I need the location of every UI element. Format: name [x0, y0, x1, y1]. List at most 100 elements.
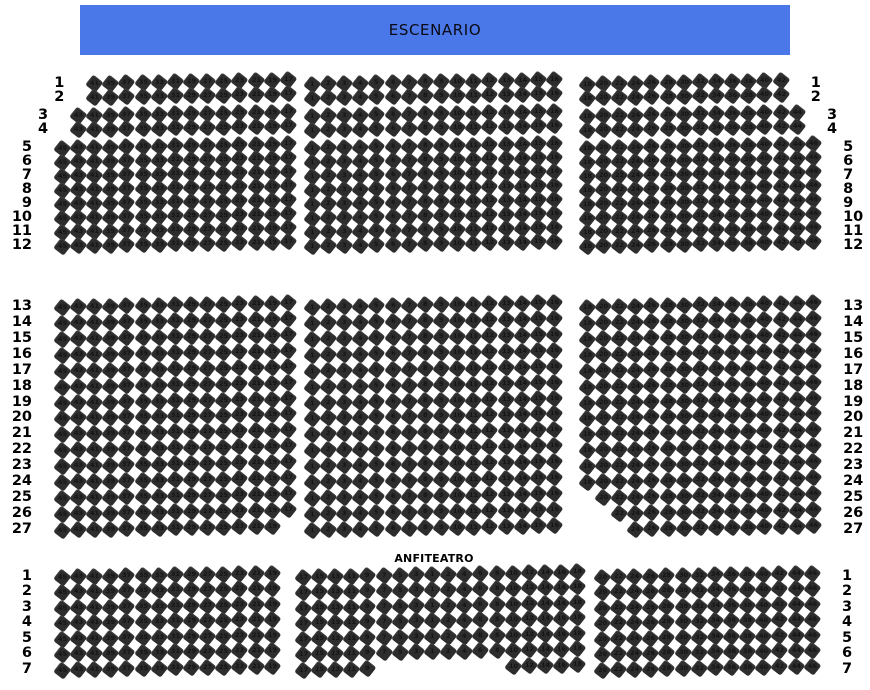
seat[interactable]: 43: [69, 345, 87, 364]
seat[interactable]: 46: [804, 484, 822, 503]
seat[interactable]: 21: [247, 579, 265, 597]
seat[interactable]: 16: [545, 468, 564, 486]
seat[interactable]: 34: [707, 422, 725, 441]
seat[interactable]: 42: [772, 117, 790, 135]
seat[interactable]: 26: [642, 360, 661, 379]
seat[interactable]: 13: [326, 613, 345, 632]
seat[interactable]: 35: [133, 312, 152, 331]
seat[interactable]: 28: [657, 612, 676, 631]
seat[interactable]: 6: [383, 376, 402, 395]
seat[interactable]: 17: [279, 84, 297, 103]
seat[interactable]: 11: [464, 453, 483, 472]
seat[interactable]: 19: [263, 310, 281, 328]
seat[interactable]: 11: [464, 517, 483, 536]
seat[interactable]: 9: [432, 327, 450, 346]
seat[interactable]: 38: [738, 580, 757, 598]
seat[interactable]: 16: [545, 84, 564, 102]
seat[interactable]: 2: [319, 88, 337, 107]
seat[interactable]: 14: [513, 85, 531, 103]
seat[interactable]: 3: [335, 504, 354, 523]
seat[interactable]: 11: [464, 374, 483, 393]
seat[interactable]: 19: [263, 374, 281, 392]
seat[interactable]: 34: [707, 438, 725, 457]
seat[interactable]: 40: [755, 390, 774, 409]
seat[interactable]: 14: [513, 517, 531, 535]
seat[interactable]: 14: [536, 594, 555, 612]
seat[interactable]: 29: [182, 438, 200, 457]
seat[interactable]: 7: [400, 119, 418, 137]
seat[interactable]: 20: [594, 377, 612, 396]
seat[interactable]: 5: [391, 643, 409, 661]
seat[interactable]: 31: [166, 234, 184, 253]
seat[interactable]: 16: [552, 640, 571, 658]
seat[interactable]: 27: [198, 596, 217, 614]
seat[interactable]: 19: [263, 579, 281, 597]
seat[interactable]: 8: [416, 375, 434, 394]
seat[interactable]: 22: [610, 472, 629, 491]
seat[interactable]: 16: [552, 656, 571, 674]
seat[interactable]: 4: [351, 120, 370, 138]
seat[interactable]: 39: [101, 313, 120, 331]
seat[interactable]: 12: [480, 517, 499, 536]
seat[interactable]: 45: [53, 568, 71, 586]
seat[interactable]: 35: [133, 503, 152, 522]
seat[interactable]: 9: [432, 359, 450, 378]
seat[interactable]: 36: [723, 375, 742, 393]
seat[interactable]: 7: [400, 407, 418, 425]
seat[interactable]: 38: [738, 627, 757, 645]
seat[interactable]: 24: [625, 660, 644, 679]
seat[interactable]: 15: [529, 116, 547, 135]
seat[interactable]: 3: [335, 329, 354, 348]
seat[interactable]: 45: [53, 237, 71, 255]
seat[interactable]: 4: [351, 297, 370, 315]
seat[interactable]: 12: [480, 233, 499, 252]
seat[interactable]: 15: [310, 644, 328, 663]
seat[interactable]: 4: [351, 393, 370, 411]
seat[interactable]: 39: [101, 456, 120, 474]
seat[interactable]: 27: [198, 518, 217, 536]
seat[interactable]: 34: [707, 470, 725, 489]
seat[interactable]: 5: [391, 612, 409, 630]
seat[interactable]: 45: [53, 394, 71, 412]
seat[interactable]: 43: [69, 408, 87, 427]
seat[interactable]: 45: [53, 298, 71, 316]
seat[interactable]: 25: [214, 405, 233, 424]
seat[interactable]: 16: [545, 484, 564, 502]
seat[interactable]: 28: [658, 455, 677, 474]
seat[interactable]: 13: [497, 117, 515, 135]
seat[interactable]: 23: [230, 453, 249, 472]
seat[interactable]: 16: [545, 420, 564, 438]
seat[interactable]: 42: [772, 233, 790, 251]
seat[interactable]: 41: [85, 236, 104, 255]
seat[interactable]: 19: [263, 595, 281, 613]
seat[interactable]: 9: [358, 581, 377, 600]
seat[interactable]: 16: [545, 436, 564, 454]
seat[interactable]: 5: [367, 439, 386, 458]
seat[interactable]: 17: [279, 500, 297, 519]
seat[interactable]: 19: [263, 342, 281, 360]
seat[interactable]: 8: [416, 295, 434, 314]
seat[interactable]: 12: [480, 405, 499, 424]
seat[interactable]: 6: [383, 439, 402, 458]
seat[interactable]: 25: [214, 437, 233, 456]
seat[interactable]: 10: [448, 343, 467, 361]
seat[interactable]: 31: [166, 359, 184, 378]
seat[interactable]: 34: [707, 295, 725, 314]
seat[interactable]: 27: [198, 642, 217, 660]
seat[interactable]: 33: [150, 119, 168, 137]
seat[interactable]: 37: [117, 487, 136, 506]
seat[interactable]: 2: [319, 345, 337, 364]
seat[interactable]: 5: [367, 455, 386, 474]
seat[interactable]: 29: [182, 406, 200, 425]
seat[interactable]: 36: [723, 502, 742, 520]
seat[interactable]: 41: [85, 361, 104, 380]
seat[interactable]: 5: [367, 360, 386, 379]
seat[interactable]: 21: [247, 233, 265, 251]
seat[interactable]: 26: [642, 376, 661, 395]
seat[interactable]: 33: [150, 643, 168, 661]
seat[interactable]: 29: [182, 311, 200, 330]
seat[interactable]: 44: [788, 421, 806, 439]
seat[interactable]: 11: [342, 629, 361, 647]
seat[interactable]: 40: [755, 501, 774, 520]
seat[interactable]: 43: [69, 236, 87, 255]
